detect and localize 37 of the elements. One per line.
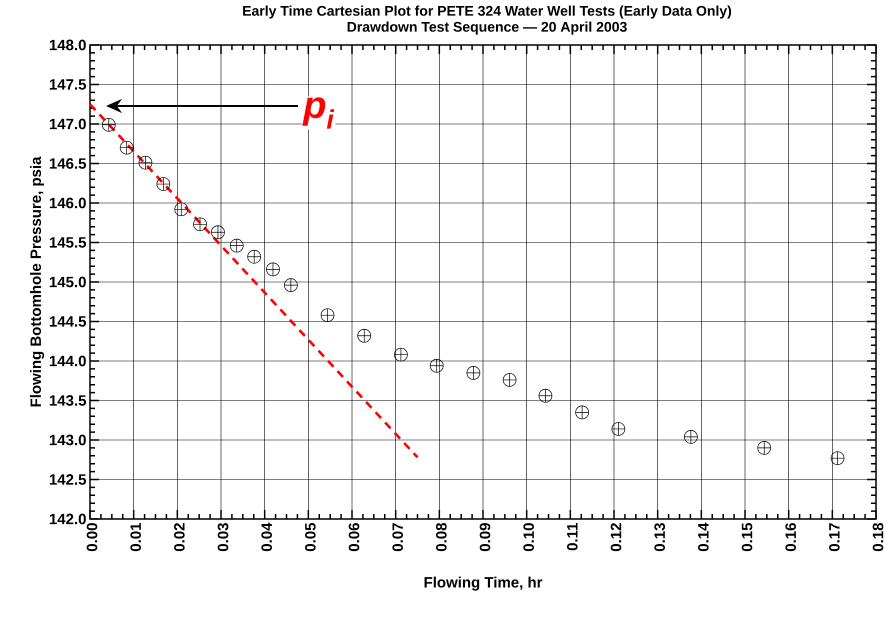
chart-title: Early Time Cartesian Plot for PETE 324 Water Well Tests (Early Data Only)	[243, 6, 732, 19]
chart-subtitle: Drawdown Test Sequence — 20 April 2003	[348, 22, 627, 35]
x-tick-label: 0.18	[872, 523, 884, 552]
x-tick-label: 0.10	[523, 523, 534, 552]
x-tick-label: 0.08	[436, 523, 447, 552]
y-tick-label: 147.0	[50, 118, 86, 130]
x-tick-label: 0.13	[654, 523, 665, 552]
x-tick-label: 0.01	[130, 522, 141, 552]
y-tick-label: 147.5	[50, 79, 86, 90]
x-axis-title: Flowing Time, hr	[424, 576, 542, 591]
x-tick-label: 0.12	[610, 523, 622, 552]
y-tick-label: 143.0	[50, 434, 86, 446]
x-tick-label: 0.04	[261, 522, 272, 552]
y-tick-label: 145.0	[50, 276, 86, 288]
x-tick-label: 0.03	[218, 523, 228, 552]
y-tick-label: 143.5	[50, 395, 86, 406]
y-tick-label: 145.5	[50, 237, 86, 248]
y-tick-label: 146.0	[50, 198, 86, 208]
y-tick-label: 142.5	[50, 474, 86, 485]
x-tick-label: 0.11	[567, 522, 578, 550]
x-tick-label: 0.07	[392, 523, 403, 552]
y-tick-label: 144.5	[50, 316, 86, 327]
x-tick-label: 0.15	[742, 522, 752, 552]
y-axis-title: Flowing Bottomhole Pressure, psia	[30, 156, 44, 406]
y-tick-label: 148.0	[50, 40, 86, 50]
x-tick-label: 0.00	[86, 523, 98, 552]
y-tick-label: 144.0	[50, 356, 86, 366]
y-tick-label: 142.0	[50, 514, 86, 524]
x-tick-label: 0.17	[829, 523, 840, 552]
x-tick-label: 0.14	[698, 522, 709, 552]
x-tick-label: 0.06	[348, 523, 360, 552]
annotation: p$_{i}$	[302, 97, 334, 129]
x-tick-label: 0.05	[305, 522, 316, 552]
x-tick-label: 0.16	[785, 523, 796, 552]
x-tick-label: 0.02	[174, 523, 185, 552]
x-tick-label: 0.09	[480, 523, 490, 552]
y-tick-label: 146.5	[50, 158, 86, 169]
